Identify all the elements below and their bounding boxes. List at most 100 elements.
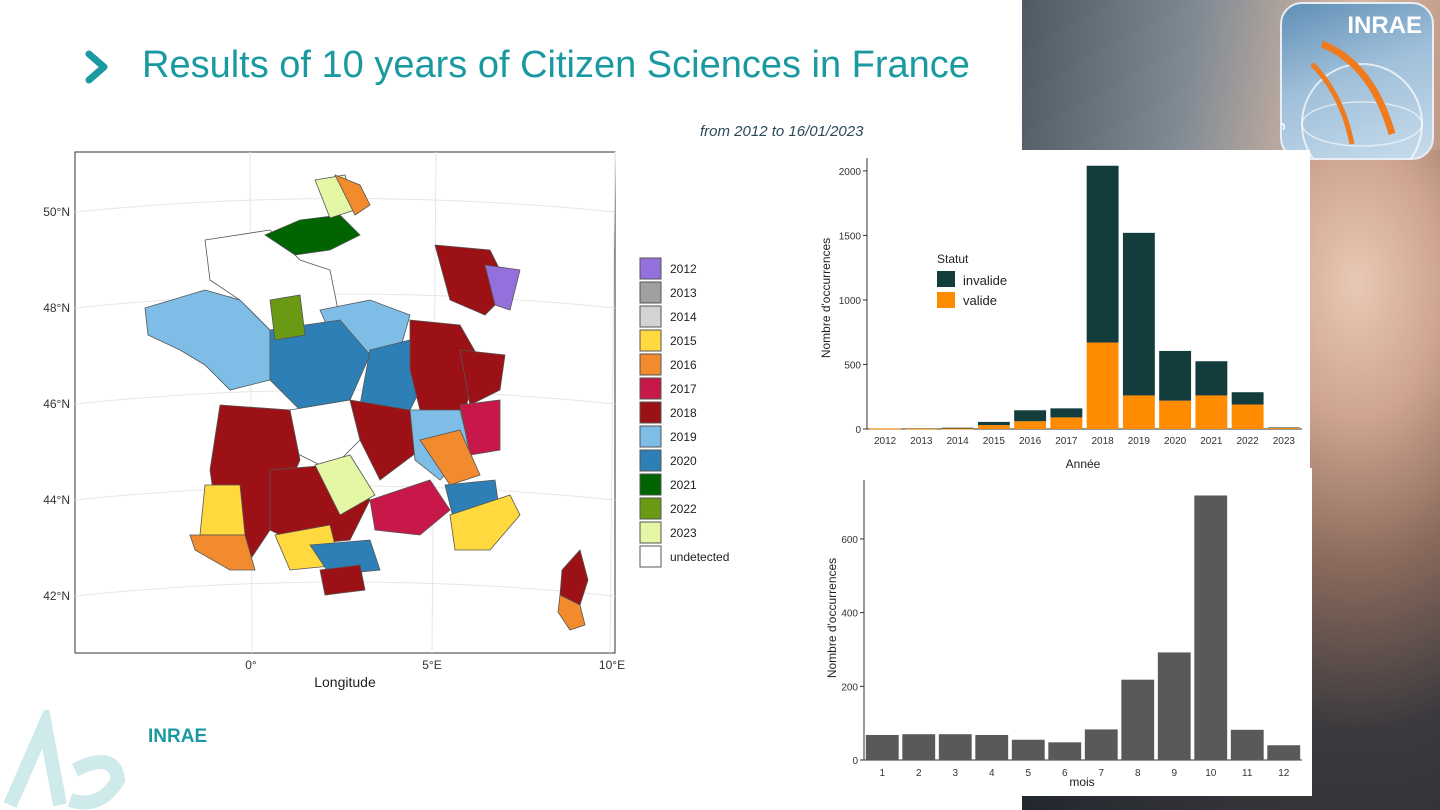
x-tick-label: 2020 bbox=[1164, 436, 1187, 447]
y-tick-label: 1500 bbox=[839, 231, 862, 242]
legend-label: 2023 bbox=[670, 526, 697, 540]
legend-label: 2022 bbox=[670, 502, 697, 516]
x-tick-label: 2014 bbox=[947, 436, 970, 447]
x-tick-label: 7 bbox=[1098, 768, 1104, 779]
bar-valide bbox=[1267, 427, 1300, 429]
region-corsica-orange bbox=[557, 594, 586, 631]
legend-label: 2012 bbox=[670, 262, 697, 276]
bar-invalide bbox=[1267, 427, 1300, 428]
y-tick-label: 200 bbox=[841, 682, 858, 693]
region-occitanie-light bbox=[314, 454, 376, 516]
y-axis-label: Nombre d'occurrences bbox=[825, 558, 839, 678]
y-tick-label: 42°N bbox=[43, 589, 70, 603]
region-corsica-red bbox=[559, 549, 589, 606]
bar-valide bbox=[941, 428, 974, 430]
x-tick-label: 2013 bbox=[910, 436, 933, 447]
bar-invalide bbox=[941, 427, 974, 429]
period-note: from 2012 to 16/01/2023 bbox=[700, 123, 864, 140]
legend-title: Statut bbox=[937, 252, 969, 266]
x-tick-label: 2018 bbox=[1092, 436, 1115, 447]
y-tick-label: 1000 bbox=[839, 296, 862, 307]
region-pyrenees-orange bbox=[189, 534, 256, 571]
y-axis-label: Nombre d'occurrences bbox=[819, 238, 833, 358]
legend-swatch bbox=[639, 401, 662, 424]
inrae-watermark-icon bbox=[3, 710, 126, 810]
legend-label: 2017 bbox=[670, 382, 697, 396]
region-west bbox=[144, 289, 271, 391]
bar-month bbox=[1121, 679, 1155, 760]
x-tick-label: 2022 bbox=[1237, 436, 1260, 447]
region-provence-pink bbox=[369, 479, 451, 536]
x-tick-label: 3 bbox=[952, 768, 958, 779]
legend-swatch bbox=[639, 353, 662, 376]
x-tick-label: 2012 bbox=[874, 436, 897, 447]
y-tick-label: 50°N bbox=[43, 205, 70, 219]
x-tick-label: 2016 bbox=[1019, 436, 1042, 447]
bar-month bbox=[975, 734, 1009, 760]
x-tick-label: 10 bbox=[1205, 768, 1217, 779]
bar-invalide bbox=[1014, 410, 1047, 422]
bar-month bbox=[1011, 739, 1045, 760]
legend-label-invalide: invalide bbox=[963, 273, 1007, 288]
x-tick-label: 4 bbox=[989, 768, 995, 779]
bar-invalide bbox=[1122, 232, 1155, 396]
bar-valide bbox=[1014, 421, 1047, 429]
france-map-chart: 50°N 48°N 46°N 44°N 42°N 0° 5°E 10°E Lon… bbox=[43, 151, 729, 690]
slide-title: Results of 10 years of Citizen Sciences … bbox=[142, 44, 970, 86]
legend-swatch bbox=[639, 377, 662, 400]
legend-swatch bbox=[639, 449, 662, 472]
x-tick-label: 0° bbox=[245, 658, 257, 672]
legend-swatch bbox=[639, 545, 662, 568]
bar-invalide bbox=[1159, 350, 1192, 401]
bar-month bbox=[938, 734, 972, 760]
map-legend: 2012 2013 2014 2015 2016 2017 2018 2019 2020 2021… bbox=[639, 257, 729, 568]
france-departments bbox=[144, 174, 589, 631]
region-occitanie-blue bbox=[309, 539, 381, 576]
bar-invalide bbox=[1050, 408, 1083, 418]
region-jura-red bbox=[459, 349, 506, 406]
bar-month bbox=[1084, 729, 1118, 760]
legend-swatch bbox=[639, 329, 662, 352]
bar-valide bbox=[1050, 417, 1083, 429]
yearly-occurrences-chart: 0 500 1000 1500 2000 2012 2013 2014 2015 2016 2017… bbox=[812, 150, 1310, 468]
legend-swatch bbox=[639, 425, 662, 448]
map-y-ticks: 50°N 48°N 46°N 44°N 42°N bbox=[43, 205, 70, 603]
region-center-green bbox=[269, 294, 306, 341]
x-tick-label: 2023 bbox=[1273, 436, 1296, 447]
y-tick-label: 48°N bbox=[43, 301, 70, 315]
x-tick-label: 9 bbox=[1171, 768, 1177, 779]
x-tick-label: 5 bbox=[1025, 768, 1031, 779]
bar-valide bbox=[1159, 400, 1192, 429]
x-axis-label: Année bbox=[1066, 457, 1101, 468]
y-tick-label: 600 bbox=[841, 535, 858, 546]
logo-brand: INRAE bbox=[1347, 12, 1422, 39]
legend-label: 2018 bbox=[670, 406, 697, 420]
bar-invalide bbox=[977, 421, 1010, 426]
x-tick-label: 5°E bbox=[422, 658, 441, 672]
legend-label: 2014 bbox=[670, 310, 697, 324]
legend-swatch bbox=[639, 473, 662, 496]
x-axis-label: mois bbox=[1069, 775, 1094, 789]
bar-valide bbox=[905, 428, 938, 430]
region-pyrenees-red bbox=[319, 564, 366, 596]
y-tick-label: 46°N bbox=[43, 397, 70, 411]
legend-swatch-valide bbox=[937, 292, 955, 308]
x-tick-label: 2021 bbox=[1200, 436, 1223, 447]
bar-valide bbox=[869, 428, 902, 430]
x-tick-label: 2015 bbox=[983, 436, 1006, 447]
x-tick-label: 12 bbox=[1278, 768, 1290, 779]
bar-month bbox=[1267, 745, 1301, 760]
region-auvergne-red bbox=[349, 399, 421, 481]
region-north-green bbox=[264, 214, 361, 256]
bar-month bbox=[1157, 652, 1191, 760]
bar-month bbox=[902, 734, 936, 760]
bar-valide bbox=[1122, 395, 1155, 429]
x-tick-label: 1 bbox=[879, 768, 885, 779]
legend-label: 2020 bbox=[670, 454, 697, 468]
legend-swatch bbox=[639, 257, 662, 280]
legend-label: 2021 bbox=[670, 478, 697, 492]
x-tick-label: 11 bbox=[1242, 768, 1253, 779]
legend-swatch-invalide bbox=[937, 271, 955, 287]
y-tick-label: 0 bbox=[855, 425, 861, 436]
